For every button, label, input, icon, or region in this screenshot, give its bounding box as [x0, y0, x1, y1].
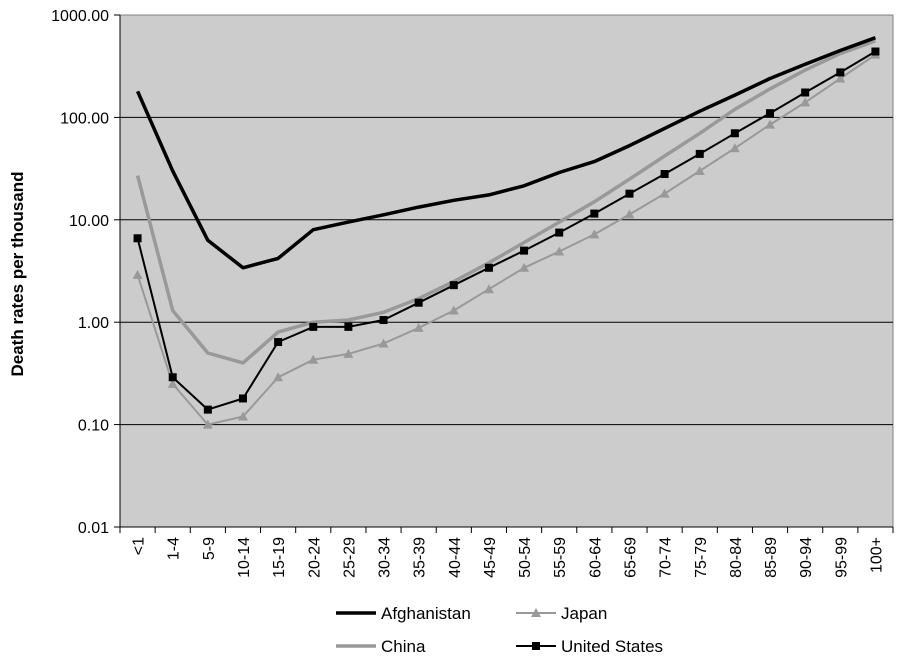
data-point-united-states: [344, 322, 353, 331]
data-point-united-states: [695, 149, 704, 158]
legend-item-china: China: [336, 637, 426, 656]
series-afghanistan: [135, 36, 876, 270]
data-point-united-states: [203, 405, 212, 414]
data-point-japan: [132, 269, 143, 279]
data-point-united-states: [414, 298, 423, 307]
x-tick-label: 30-34: [377, 537, 394, 578]
data-point-japan: [448, 305, 459, 315]
data-point-united-states: [801, 88, 810, 97]
x-tick-label: 90-94: [798, 537, 815, 578]
x-tick-label: 35-39: [412, 537, 429, 578]
legend-label-japan: Japan: [561, 604, 607, 623]
data-point-united-states: [555, 228, 564, 237]
plot-area: [119, 14, 894, 528]
data-point-japan: [589, 229, 600, 239]
data-point-japan: [519, 262, 530, 272]
x-tick-label: 100+: [868, 537, 885, 573]
data-point-japan: [413, 322, 424, 332]
x-tick-label: 60-64: [587, 537, 604, 578]
data-point-japan: [765, 119, 776, 129]
data-point-japan: [308, 354, 319, 364]
series-line-united-states: [136, 50, 876, 411]
x-tick-label: 70-74: [658, 537, 675, 578]
x-tick-label: 85-89: [763, 537, 780, 578]
y-tick-label: 1.00: [78, 315, 109, 332]
y-tick-label: 0.10: [78, 418, 109, 435]
x-tick-label: 20-24: [306, 537, 323, 578]
data-point-united-states: [449, 281, 458, 290]
x-tick-label: <1: [131, 537, 148, 555]
data-point-united-states: [836, 68, 845, 77]
data-point-united-states: [379, 316, 388, 325]
data-point-japan: [659, 188, 670, 198]
data-point-japan: [835, 73, 846, 83]
data-point-japan: [729, 143, 740, 153]
series-line-china: [135, 39, 876, 365]
series-line-japan: [136, 53, 876, 426]
legend-label-china: China: [381, 637, 426, 656]
data-point-united-states: [274, 338, 283, 347]
legend-marker-united-states: [532, 642, 540, 650]
data-point-united-states: [660, 170, 669, 179]
y-axis: 0.01 0.10 1.00 10.00 100.00 1000.00: [51, 8, 121, 537]
x-tick-label: 25-29: [341, 537, 358, 578]
x-tick-label: 10-14: [236, 537, 253, 578]
y-tick-label: 100.00: [60, 110, 109, 127]
data-point-japan: [202, 419, 213, 429]
x-tick-label: 95-99: [833, 537, 850, 578]
plot-background: [119, 14, 894, 528]
series-china: [135, 39, 876, 365]
data-point-japan: [694, 165, 705, 175]
data-point-united-states: [309, 322, 318, 331]
data-point-united-states: [766, 109, 775, 118]
data-point-united-states: [168, 373, 177, 382]
data-point-united-states: [133, 234, 142, 243]
y-tick-label: 1000.00: [51, 8, 109, 25]
data-point-united-states: [520, 246, 529, 255]
x-tick-label: 1-4: [166, 537, 183, 560]
x-tick-label: 65-69: [622, 537, 639, 578]
data-point-united-states: [590, 209, 599, 218]
data-point-japan: [800, 97, 811, 107]
x-tick-label: 50-54: [517, 537, 534, 578]
x-tick-label: 15-19: [271, 537, 288, 578]
series-united-states: [133, 47, 880, 414]
data-point-japan: [624, 209, 635, 219]
data-point-japan: [483, 284, 494, 294]
legend-item-united-states: United States: [516, 637, 663, 656]
data-point-united-states: [625, 189, 634, 198]
y-tick-label: 10.00: [69, 213, 109, 230]
legend-item-afghanistan: Afghanistan: [336, 604, 471, 623]
series-line-afghanistan: [135, 36, 876, 270]
data-point-united-states: [484, 263, 493, 272]
x-tick-label: 40-44: [447, 537, 464, 578]
data-point-united-states: [730, 129, 739, 138]
data-point-japan: [237, 411, 248, 421]
data-point-japan: [167, 378, 178, 388]
legend: Afghanistan Japan China United States: [336, 604, 663, 656]
data-point-japan: [273, 372, 284, 382]
y-tick-label: 0.01: [78, 520, 109, 537]
data-point-japan: [378, 338, 389, 348]
legend-label-afghanistan: Afghanistan: [381, 604, 471, 623]
x-axis: <1 1-4 5-9 10-14 15-19 20-24 25-29 30-34 35-39 40…: [119, 526, 894, 578]
legend-item-japan: Japan: [516, 604, 607, 623]
data-point-japan: [343, 348, 354, 358]
series-japan: [132, 49, 881, 429]
x-tick-label: 80-84: [728, 537, 745, 578]
data-point-united-states: [871, 47, 880, 56]
data-point-united-states: [238, 394, 247, 403]
legend-label-united-states: United States: [561, 637, 663, 656]
legend-marker-japan: [531, 608, 541, 617]
data-point-japan: [554, 246, 565, 256]
x-tick-label: 5-9: [201, 537, 218, 560]
x-tick-label: 45-49: [482, 537, 499, 578]
series-group: [132, 36, 881, 429]
x-tick-label: 75-79: [693, 537, 710, 578]
x-tick-label: 55-59: [552, 537, 569, 578]
y-axis-label: Death rates per thousand: [8, 172, 27, 377]
